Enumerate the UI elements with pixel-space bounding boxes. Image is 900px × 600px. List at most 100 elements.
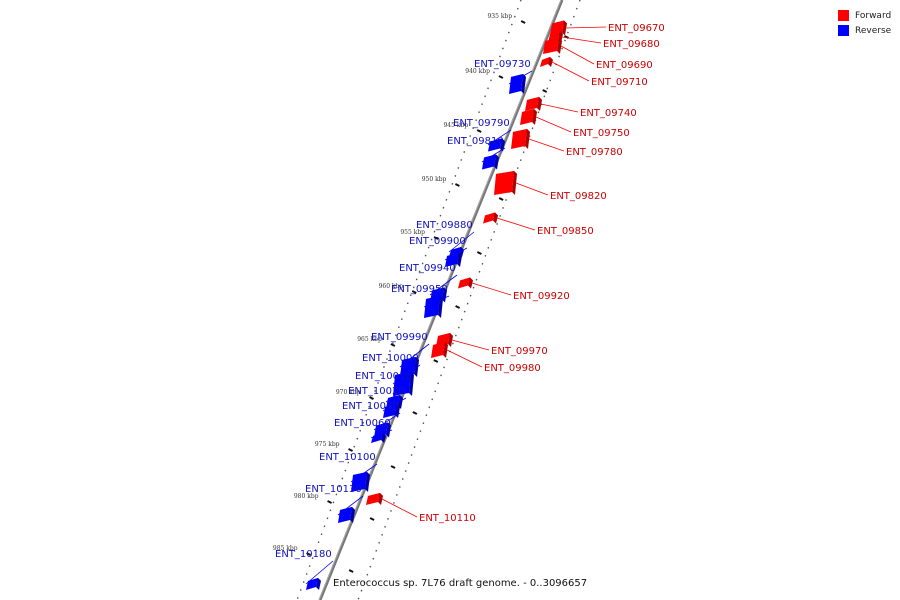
tick-mark xyxy=(411,290,417,294)
gene-leader-line xyxy=(561,36,602,44)
tick-mark xyxy=(327,500,333,504)
gene-leader-line xyxy=(392,364,421,385)
tick-label: 950 kbp xyxy=(422,176,447,183)
tick-label: 935 kbp xyxy=(487,13,512,20)
gene-block xyxy=(520,109,534,125)
legend: Forward Reverse xyxy=(838,8,891,38)
gene-leader-line xyxy=(446,349,483,368)
reverse-dotted-track xyxy=(296,0,522,600)
tick-mark xyxy=(306,552,312,556)
gene-block xyxy=(338,507,352,523)
reverse-gene[interactable]: ENT_10100 xyxy=(319,452,378,492)
reverse-gene[interactable]: ENT_09880 xyxy=(416,220,475,257)
gene-block-side xyxy=(395,404,400,418)
gene-label: ENT_09740 xyxy=(580,108,637,119)
tick-mark xyxy=(498,75,504,79)
gene-label: ENT_10110 xyxy=(419,513,476,524)
reverse-gene[interactable]: ENT_10050 xyxy=(342,401,401,438)
genome-caption: Enterococcus sp. 7L76 draft genome. - 0.… xyxy=(333,578,588,589)
gene-block-side xyxy=(521,74,526,94)
gene-layer: ENT_09670 ENT_09680 ENT_09690 ENT_09710 ENT_… xyxy=(275,20,665,590)
reverse-gene[interactable]: ENT_10060 xyxy=(334,418,393,443)
reverse-gene[interactable]: ENT_10000 xyxy=(362,353,421,396)
gene-block-side xyxy=(557,38,562,54)
gene-label: ENT_09920 xyxy=(513,291,570,302)
tick-mark xyxy=(412,411,418,415)
forward-gene[interactable]: ENT_09750 xyxy=(520,109,630,139)
gene-block xyxy=(366,493,380,505)
gene-block xyxy=(525,97,539,111)
gene-block xyxy=(445,253,459,267)
forward-gene[interactable]: ENT_09980 xyxy=(431,342,541,374)
gene-leader-line xyxy=(370,429,393,439)
gene-block-side xyxy=(398,395,403,409)
gene-leader-line xyxy=(487,129,512,146)
forward-gene[interactable]: ENT_09690 xyxy=(543,38,653,71)
gene-leader-line xyxy=(423,295,450,308)
forward-gene[interactable]: ENT_09820 xyxy=(494,171,607,202)
forward-gene[interactable]: ENT_09670 xyxy=(550,20,665,36)
gene-leader-line xyxy=(560,45,595,65)
gene-leader-line xyxy=(540,103,579,113)
tick-mark xyxy=(455,305,461,309)
gene-block-side xyxy=(316,578,321,590)
legend-forward: Forward xyxy=(838,8,891,23)
forward-gene[interactable]: ENT_09970 xyxy=(436,333,548,357)
gene-label: ENT_09990 xyxy=(371,332,428,343)
tick-layer: 935 kbp 940 kbp 945 kbp 950 kbp 955 kbp 960 k… xyxy=(273,13,569,573)
gene-leader-line xyxy=(471,282,512,296)
tick-mark xyxy=(476,129,482,133)
gene-label: ENT_09790 xyxy=(453,118,510,129)
reverse-gene[interactable]: ENT_09790 xyxy=(453,118,512,152)
gene-label: ENT_10180 xyxy=(275,549,332,560)
gene-leader-line xyxy=(535,116,572,133)
gene-block xyxy=(424,296,440,318)
forward-gene[interactable]: ENT_09780 xyxy=(511,129,623,158)
gene-leader-line xyxy=(305,560,334,585)
gene-leader-line xyxy=(448,231,475,253)
gene-block xyxy=(511,129,527,149)
forward-gene[interactable]: ENT_09850 xyxy=(483,212,594,238)
gene-label: ENT_09710 xyxy=(591,77,648,88)
tick-mark xyxy=(433,236,439,240)
tick-label: 985 kbp xyxy=(273,545,298,552)
gene-label: ENT_10130 xyxy=(305,484,362,495)
reverse-gene[interactable]: ENT_10130 xyxy=(305,484,364,523)
tick-mark xyxy=(520,20,526,24)
reverse-gene[interactable]: ENT_10020 xyxy=(348,386,407,418)
reverse-gene[interactable]: ENT_09950 xyxy=(391,284,450,318)
tick-mark xyxy=(454,183,460,187)
gene-block xyxy=(400,357,416,377)
tick-mark xyxy=(433,359,439,363)
tick-mark xyxy=(476,251,482,255)
gene-block xyxy=(383,404,397,418)
forward-gene[interactable]: ENT_09740 xyxy=(525,97,637,119)
gene-leader-line xyxy=(337,495,364,516)
forward-gene[interactable]: ENT_09710 xyxy=(540,57,648,88)
gene-block xyxy=(458,277,470,289)
gene-label: ENT_09680 xyxy=(603,39,660,50)
legend-forward-label: Forward xyxy=(855,10,892,21)
gene-leader-line xyxy=(429,274,458,296)
tick-label: 970 kbp xyxy=(336,389,361,396)
gene-block xyxy=(488,138,502,152)
gene-label: ENT_09940 xyxy=(399,263,456,274)
gene-leader-line xyxy=(451,339,490,351)
reverse-gene[interactable]: ENT_09900 xyxy=(409,236,468,267)
tick-mark xyxy=(369,396,374,400)
gene-block xyxy=(306,578,318,590)
reverse-gene[interactable]: ENT_09810 xyxy=(447,136,506,170)
gene-block-side xyxy=(537,97,542,111)
gene-block-side xyxy=(381,433,386,443)
reverse-gene[interactable]: ENT_09730 xyxy=(474,59,533,94)
gene-label: ENT_09850 xyxy=(537,226,594,237)
gene-leader-line xyxy=(444,247,468,261)
gene-leader-line xyxy=(481,147,506,163)
reverse-gene[interactable]: ENT_10180 xyxy=(275,549,334,590)
gene-leader-line xyxy=(350,463,378,483)
gene-leader-line xyxy=(551,61,590,82)
forward-gene[interactable]: ENT_09920 xyxy=(458,277,570,303)
gene-block-side xyxy=(493,212,498,224)
forward-gene[interactable]: ENT_10110 xyxy=(366,493,476,524)
tick-mark xyxy=(348,448,353,452)
